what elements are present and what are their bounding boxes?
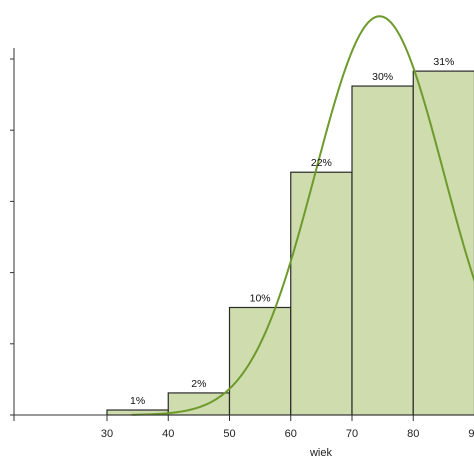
x-tick-label: 70	[346, 428, 358, 440]
x-tick-label: 60	[285, 428, 297, 440]
bars-layer	[106, 70, 474, 416]
histogram-bar	[228, 306, 292, 416]
x-tick-label: 40	[162, 428, 174, 440]
histogram-bar	[290, 171, 353, 416]
x-tick-label: 90	[468, 428, 474, 440]
x-axis-title: wiek	[309, 447, 333, 459]
x-tick-label: 80	[407, 428, 419, 440]
x-tick-label: 30	[101, 428, 113, 440]
labels-layer: 1% 2% 10% 22% 30% 31% 30 40 50 60 70 80 90	[101, 56, 474, 440]
bar-value-label: 30%	[372, 71, 393, 83]
bar-value-label: 1%	[130, 395, 145, 407]
normal-curve-line	[131, 15, 474, 416]
bar-value-label: 31%	[433, 56, 454, 68]
bar-value-label: 22%	[311, 157, 332, 169]
x-tick-label: 50	[223, 428, 235, 440]
curve-layer	[131, 15, 474, 416]
histogram-bar	[412, 70, 474, 416]
bar-value-label: 2%	[191, 378, 206, 390]
histogram-bar	[351, 85, 414, 416]
axes-layer	[10, 48, 474, 421]
bar-value-label: 10%	[250, 292, 271, 304]
